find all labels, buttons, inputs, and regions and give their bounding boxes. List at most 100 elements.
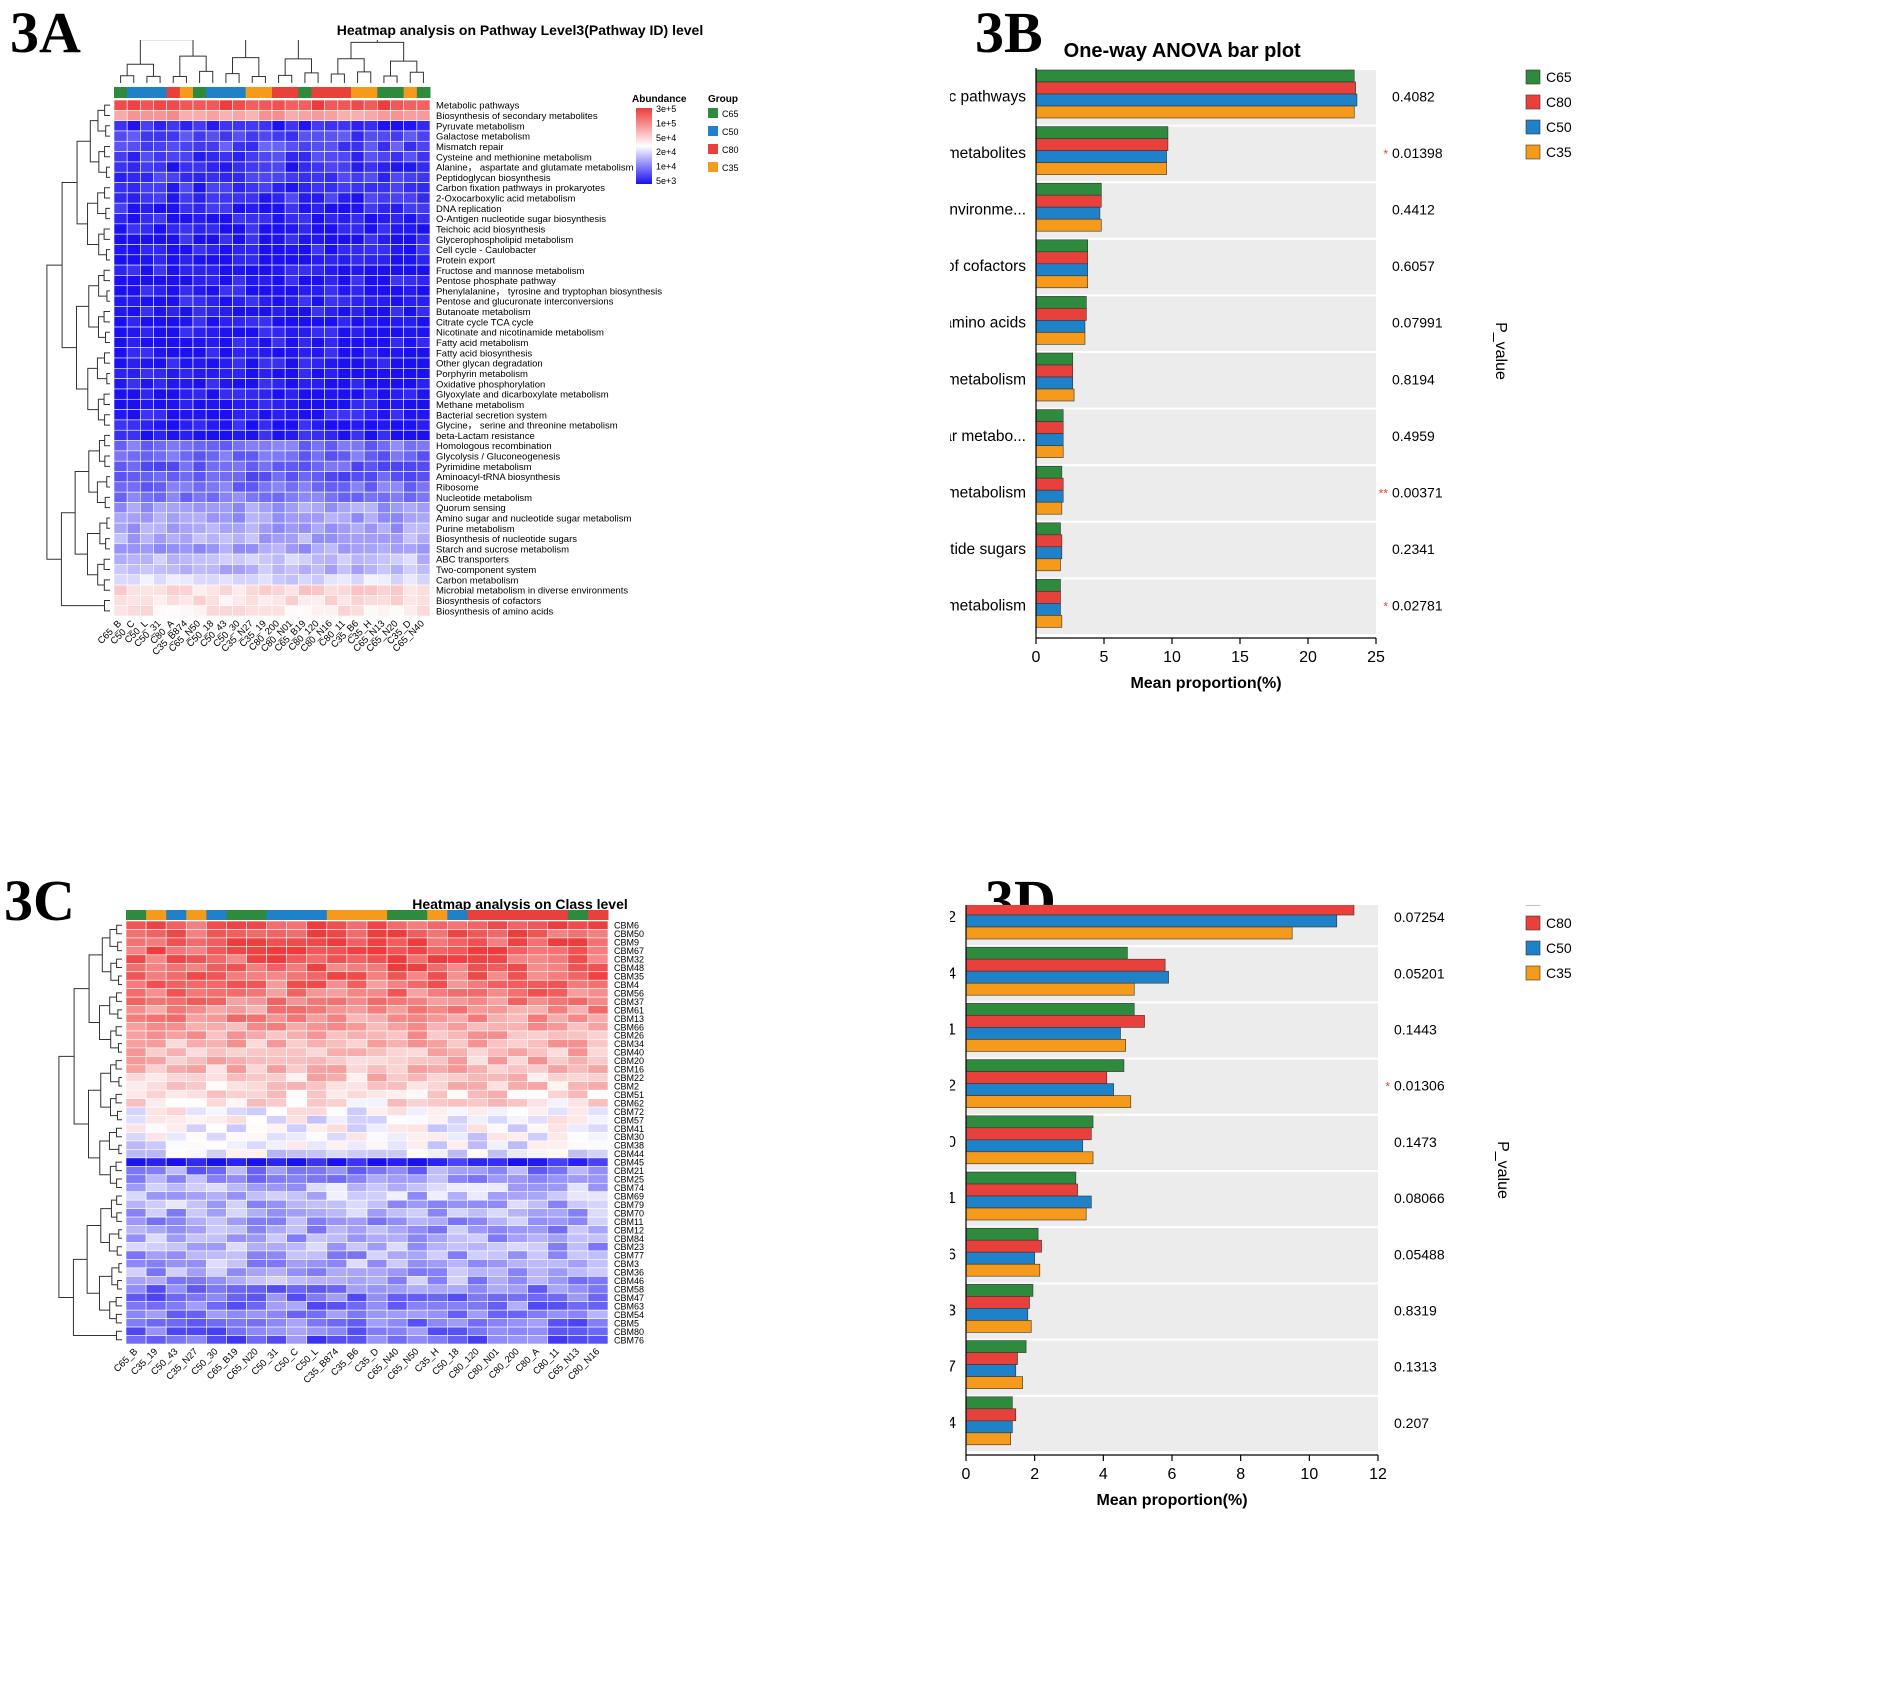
heatmap-cell	[346, 1326, 368, 1336]
heatmap-cell	[337, 543, 352, 555]
heatmap-cell	[326, 1106, 348, 1116]
heatmap-cell	[219, 151, 233, 163]
heatmap-cell	[306, 1216, 328, 1226]
heatmap-cell	[206, 1005, 227, 1015]
heatmap-cell	[386, 1013, 408, 1023]
heatmap-cell	[324, 471, 339, 483]
heatmap-cell	[286, 1081, 308, 1091]
heatmap-cell	[366, 937, 388, 947]
group-legend-swatch	[708, 144, 718, 154]
heatmap-cell	[140, 419, 154, 431]
heatmap-cell	[363, 440, 378, 452]
heatmap-cell	[192, 584, 207, 596]
heatmap-cell	[192, 553, 207, 565]
heatmap-cell	[246, 1233, 267, 1243]
heatmap-cell	[179, 419, 194, 431]
heatmap-cell	[507, 971, 528, 981]
row-label: CBM79	[614, 1200, 644, 1210]
heatmap-cell	[246, 929, 267, 939]
heatmap-cell	[390, 512, 404, 524]
heatmap-cell	[286, 1335, 308, 1345]
row-label: Amino sugar and nucleotide sugar metabol…	[436, 513, 631, 524]
heatmap-cell	[192, 337, 207, 348]
heatmap-cell	[306, 1199, 328, 1209]
heatmap-cell	[153, 440, 167, 452]
heatmap-cell	[567, 937, 589, 947]
heatmap-cell	[567, 1284, 589, 1294]
heatmap-cell	[140, 182, 154, 194]
heatmap-cell	[185, 1132, 207, 1142]
heatmap-cell	[113, 543, 128, 555]
heatmap-cell	[145, 1064, 167, 1074]
heatmap-cell	[547, 1081, 569, 1091]
heatmap-cell	[284, 605, 299, 617]
heatmap-cell	[192, 264, 207, 276]
heatmap-cell	[363, 419, 378, 431]
heatmap-cell	[467, 1013, 488, 1023]
heatmap-cell	[426, 1022, 448, 1032]
heatmap-cell	[245, 316, 260, 328]
heatmap-cell	[377, 275, 391, 287]
heatmap-cell	[226, 1098, 247, 1108]
dendrogram-link	[232, 57, 260, 77]
heatmap-cell	[246, 1208, 267, 1218]
heatmap-cell	[258, 347, 273, 359]
heatmap-cell	[363, 605, 378, 617]
heatmap-cell	[145, 1259, 167, 1269]
heatmap-cell	[507, 1284, 528, 1294]
heatmap-cell	[386, 1318, 408, 1328]
dendrogram-link	[100, 1208, 112, 1243]
heatmap-cell	[346, 1267, 368, 1277]
heatmap-cell	[266, 1115, 287, 1125]
heatmap-cell	[547, 1072, 569, 1083]
heatmap-cell	[219, 244, 233, 256]
heatmap-cell	[306, 1123, 328, 1133]
heatmap-cell	[140, 316, 154, 328]
heatmap-cell	[363, 171, 378, 183]
heatmap-cell	[246, 1047, 267, 1057]
heatmap-cell	[192, 213, 207, 225]
heatmap-cell	[286, 1301, 308, 1311]
heatmap-cell	[185, 1259, 207, 1269]
heatmap-cell	[324, 533, 339, 545]
heatmap-cell	[350, 295, 365, 307]
bar-c50	[1035, 150, 1167, 163]
heatmap-cell	[271, 140, 286, 152]
heatmap-cell	[403, 533, 418, 545]
heatmap-cell	[547, 1140, 569, 1150]
heatmap-cell	[390, 584, 404, 596]
heatmap-cell	[266, 1013, 287, 1023]
heatmap-cell	[567, 1005, 589, 1015]
heatmap-cell	[245, 574, 260, 586]
heatmap-cell	[507, 1182, 528, 1193]
x-tick-label: 25	[1367, 649, 1385, 666]
heatmap-cell	[226, 1030, 247, 1040]
heatmap-cell	[179, 161, 194, 173]
heatmap-cell	[153, 388, 167, 400]
heatmap-cell	[166, 316, 181, 328]
heatmap-cell	[113, 429, 128, 441]
row-label: Purine metabolism	[436, 524, 515, 535]
heatmap-cell	[406, 1013, 428, 1023]
heatmap-cell	[403, 491, 418, 503]
heatmap-cell	[311, 553, 325, 565]
heatmap-cell	[487, 946, 508, 956]
heatmap-cell	[350, 564, 365, 576]
heatmap-cell	[527, 1242, 549, 1252]
heatmap-cell	[153, 140, 167, 152]
heatmap-cell	[185, 1242, 207, 1252]
heatmap-cell	[206, 1022, 227, 1032]
heatmap-cell	[126, 357, 141, 369]
bar-c80	[1035, 251, 1088, 265]
heatmap-cell	[179, 553, 194, 565]
row-label: CBM62	[614, 1098, 644, 1108]
heatmap-cell	[165, 1005, 187, 1015]
heatmap-cell	[140, 213, 154, 225]
group-cell	[367, 910, 388, 920]
dendrogram-link	[116, 1212, 122, 1222]
heatmap-cell	[306, 1140, 328, 1150]
category-label: Biosynthesis of secondary metabolites	[950, 145, 1026, 162]
heatmap-cell	[547, 1115, 569, 1125]
heatmap-cell	[179, 337, 194, 348]
heatmap-cell	[246, 1309, 267, 1319]
